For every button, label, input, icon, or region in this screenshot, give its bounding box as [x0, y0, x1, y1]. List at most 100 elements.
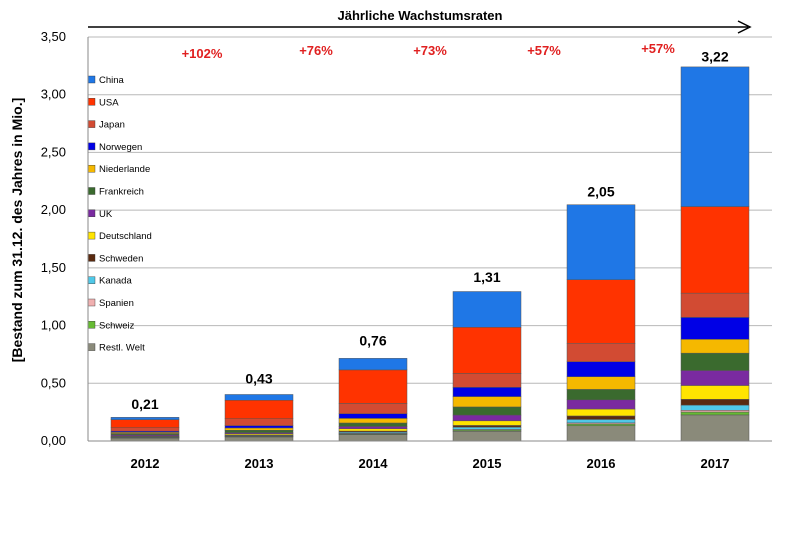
bar-segment — [452, 373, 522, 388]
legend-swatch — [87, 142, 96, 151]
y-tick-label: 2,50 — [41, 144, 66, 159]
x-tick-label: 2015 — [473, 456, 502, 471]
legend-label: Restl. Welt — [99, 343, 145, 354]
growth-rate-label: +57% — [527, 43, 561, 58]
growth-rate-label: +73% — [413, 43, 447, 58]
bar-segment — [680, 292, 750, 318]
bar-segment — [680, 352, 750, 371]
legend-label: China — [99, 75, 125, 86]
bar-segment — [452, 387, 522, 397]
bar-segment — [566, 423, 636, 427]
legend-label: Schweiz — [99, 320, 135, 331]
bar-segment — [680, 370, 750, 386]
bar-segment — [680, 206, 750, 294]
bar-segment — [680, 339, 750, 354]
total-labels: 0,21 0,43 0,76 1,31 2,05 3,22 — [131, 48, 728, 411]
bar-segment — [110, 419, 180, 428]
bar-segment — [452, 291, 522, 328]
y-tick-label: 3,00 — [41, 87, 66, 102]
bar-segment — [680, 414, 750, 442]
legend-label: Frankreich — [99, 187, 144, 198]
bar-segment — [680, 66, 750, 207]
legend-label: Spanien — [99, 298, 134, 309]
growth-rate-label: +76% — [299, 43, 333, 58]
bar-segment — [566, 389, 636, 401]
bar-segment — [338, 418, 408, 424]
chart-title: Jährliche Wachstumsraten — [338, 8, 503, 23]
bar-segment — [452, 327, 522, 374]
total-label: 0,21 — [131, 396, 158, 412]
bar-segment — [224, 418, 294, 426]
legend-label: UK — [99, 209, 113, 220]
bar-segment — [452, 431, 522, 442]
y-tick-label: 2,00 — [41, 202, 66, 217]
bar-segment — [566, 279, 636, 344]
total-label: 3,22 — [701, 48, 728, 64]
y-tick-label: 0,00 — [41, 433, 66, 448]
bar-segment — [338, 403, 408, 415]
legend-swatch — [87, 164, 96, 173]
x-tick-label: 2013 — [245, 456, 274, 471]
y-tick-label: 3,50 — [41, 29, 66, 44]
bar-segment — [680, 399, 750, 406]
bar-segment — [452, 420, 522, 426]
legend-swatch — [87, 75, 96, 84]
bar-segment — [224, 400, 294, 419]
growth-labels: +102% +76% +73% +57% +57% — [182, 41, 676, 61]
bar-segment — [566, 399, 636, 410]
bar-segment — [566, 376, 636, 390]
legend-swatch — [87, 209, 96, 218]
y-tick-label: 1,00 — [41, 318, 66, 333]
y-tick-labels: 0,00 0,50 1,00 1,50 2,00 2,50 3,00 3,50 — [41, 29, 66, 448]
legend-swatch — [87, 343, 96, 351]
legend-label: Norwegen — [99, 142, 142, 153]
bar-segment — [452, 396, 522, 408]
total-label: 2,05 — [587, 183, 614, 199]
x-tick-labels: 2012 2013 2014 2015 2016 2017 — [131, 456, 730, 471]
gridlines — [88, 36, 772, 442]
growth-rate-label: +57% — [641, 41, 675, 56]
y-tick-label: 0,50 — [41, 375, 66, 390]
bar-segment — [452, 414, 522, 422]
bar-segment — [566, 408, 636, 417]
legend-swatch — [87, 298, 96, 307]
bar-segment — [680, 404, 750, 411]
bar-segment — [680, 317, 750, 340]
bar-segment — [338, 428, 408, 432]
bar-segment — [224, 430, 294, 433]
bar-segment — [566, 425, 636, 442]
bar-segment — [452, 425, 522, 428]
bar-segment — [566, 419, 636, 424]
bar-segment — [566, 415, 636, 420]
total-label: 0,76 — [359, 332, 386, 348]
total-label: 0,43 — [245, 370, 272, 386]
bar-segment — [224, 394, 294, 401]
bar-segment — [338, 369, 408, 404]
bar-segment — [110, 417, 180, 420]
bar-segment — [338, 434, 408, 442]
legend-label: Kanada — [99, 276, 132, 287]
bar-segment — [566, 342, 636, 362]
bars — [110, 66, 750, 442]
legend-swatch — [87, 98, 96, 106]
legend-swatch — [87, 187, 96, 195]
legend-label: USA — [99, 97, 119, 108]
legend-label: Niederlande — [99, 164, 150, 175]
bar-segment — [452, 406, 522, 416]
growth-rate-label: +102% — [182, 46, 223, 61]
legend-label: Schweden — [99, 253, 143, 264]
bar-segment — [566, 204, 636, 280]
legend: China USA Japan Norwegen Niederlande Frankrei… — [87, 75, 152, 354]
x-tick-label: 2014 — [359, 456, 389, 471]
legend-swatch — [87, 321, 96, 329]
legend-label: Japan — [99, 120, 125, 131]
bar-segment — [110, 427, 180, 432]
bar-segment — [224, 425, 294, 429]
bar-segment — [680, 410, 750, 413]
legend-swatch — [87, 276, 96, 284]
bar-segment — [338, 413, 408, 419]
legend-label: Deutschland — [99, 231, 152, 242]
bar-segment — [338, 422, 408, 427]
bar-segment — [452, 426, 522, 430]
